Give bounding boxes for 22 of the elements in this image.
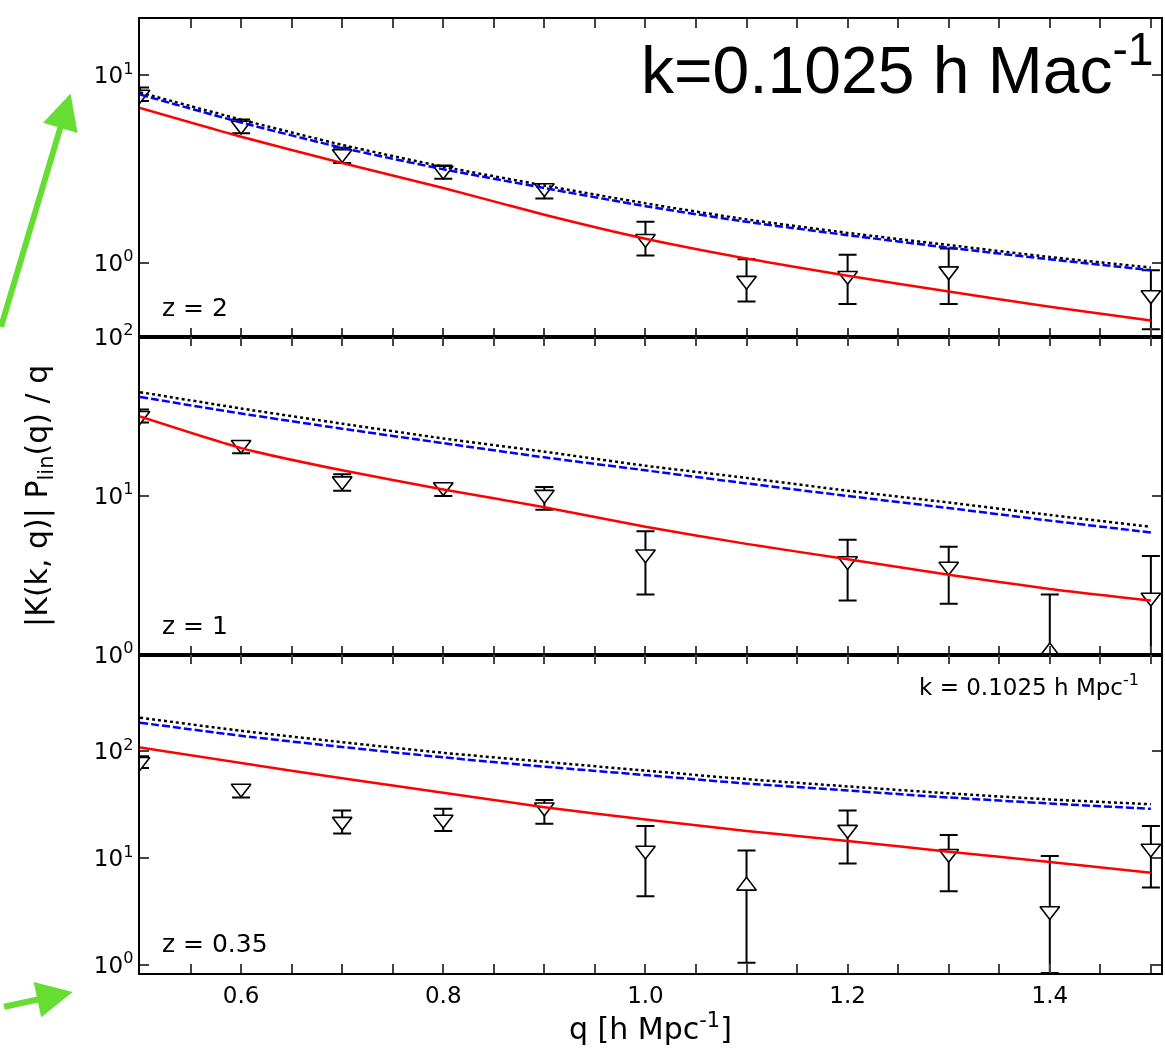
y-tick-label: 10$^{1}$: [93, 58, 134, 89]
x-tick-label: 0.6: [222, 981, 260, 1008]
annotation: z = 1: [162, 611, 228, 640]
x-tick-label: 0.8: [424, 981, 462, 1008]
annotation: z = 0.35: [162, 929, 268, 958]
line-series: [140, 106, 1153, 322]
y-tick-label: 10$^{2}$: [93, 320, 134, 351]
y-tick-label: 10$^{0}$: [93, 948, 134, 978]
y-tick-label: 10$^{0}$: [93, 245, 134, 276]
y-tick-label: 10$^{1}$: [93, 479, 134, 510]
x-tick-label: 1.2: [829, 981, 866, 1008]
line-series: [140, 746, 1153, 874]
x-axis-title: q [h Mpc$^{-1}$]: [569, 1007, 732, 1047]
x-tick-label: 1.0: [627, 981, 664, 1008]
y-tick-label: 10$^{1}$: [93, 841, 134, 872]
y-tick-label: 10$^{0}$: [93, 638, 134, 669]
point: [1140, 592, 1161, 607]
annotation: k=0.1025 h Mac$^{-1}$: [641, 23, 1154, 107]
annotation: k = 0.1025 h Mpc$^{-1}$: [919, 670, 1140, 700]
annotation: z = 2: [162, 293, 228, 322]
y-tick-label: 10$^{2}$: [93, 734, 134, 765]
x-tick-label: 1.4: [1031, 981, 1069, 1008]
